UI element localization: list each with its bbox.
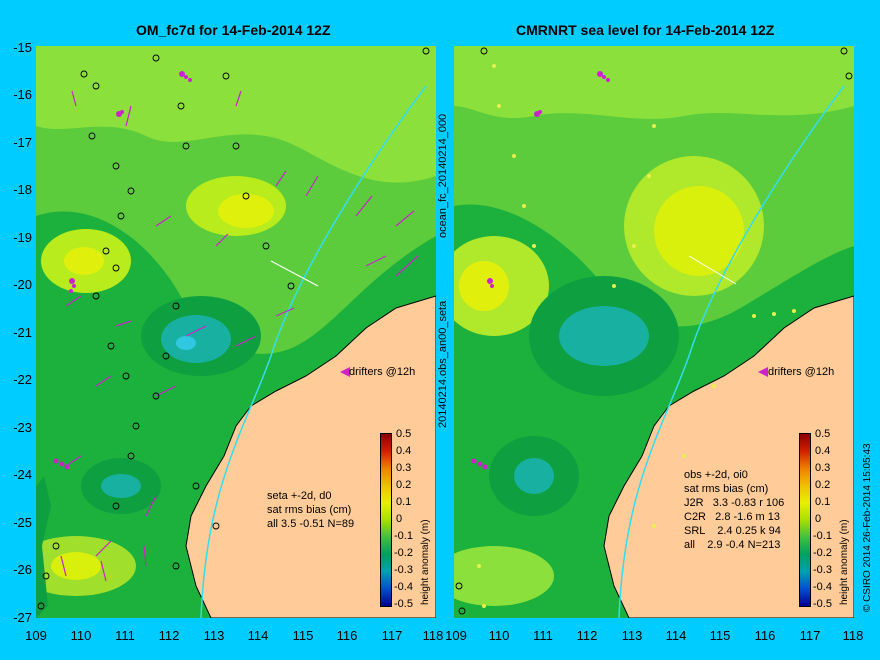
y-tick-label: -25	[13, 515, 32, 530]
right-stats-legend: obs +-2d, oi0 sat rms bias (cm) J2R 3.3 …	[684, 469, 785, 551]
x-tick-label: 111	[115, 628, 135, 643]
x-tick-label: 117	[799, 628, 821, 643]
colorbar-tick-label: 0.5	[396, 428, 412, 440]
y-tick-label: -27	[13, 610, 32, 625]
colorbar-tick-label: -0.4	[394, 581, 413, 593]
colorbar-tick-label: -0.2	[813, 547, 832, 559]
left-colorbar	[380, 433, 392, 607]
right-colorbar	[799, 433, 811, 607]
y-tick-label: -24	[13, 467, 32, 482]
y-tick-label: -16	[13, 87, 32, 102]
colorbar-tick-label: -0.1	[813, 530, 832, 542]
colorbar-tick-label: 0.2	[396, 479, 412, 491]
right-map-panel	[454, 46, 854, 618]
y-tick-label: -18	[13, 182, 32, 197]
x-tick-label: 110	[70, 628, 92, 643]
colorbar-tick-label: 0.5	[815, 428, 831, 440]
y-tick-label: -17	[13, 135, 32, 150]
left-colorbar-title: height anomaly (m)	[420, 519, 431, 605]
colorbar-tick-label: -0.1	[394, 530, 413, 542]
x-tick-label: 113	[203, 628, 225, 643]
y-tick-label: -21	[13, 325, 32, 340]
x-tick-label: 116	[754, 628, 776, 643]
colorbar-tick-label: -0.2	[394, 547, 413, 559]
obs-file-label: 20140214.obs_an00_seta	[437, 300, 449, 428]
y-tick-label: -19	[13, 230, 32, 245]
y-tick-label: -15	[13, 40, 32, 55]
right-colorbar-title: height anomaly (m)	[839, 519, 850, 605]
x-tick-label: 115	[709, 628, 731, 643]
left-panel-title: OM_fc7d for 14-Feb-2014 12Z	[136, 22, 331, 38]
copyright-label: © CSIRO 2014 26-Feb-2014 15:05:43	[862, 443, 873, 612]
y-tick-label: -26	[13, 562, 32, 577]
right-drifters-label: drifters @12h	[768, 366, 835, 378]
x-tick-label: 115	[292, 628, 314, 643]
y-tick-label: -20	[13, 277, 32, 292]
left-map	[36, 46, 436, 618]
left-stats-legend: seta +-2d, d0 sat rms bias (cm) all 3.5 …	[267, 490, 355, 530]
x-tick-label: 112	[576, 628, 598, 643]
colorbar-tick-label: -0.4	[813, 581, 832, 593]
x-tick-label: 114	[665, 628, 687, 643]
x-tick-label: 114	[247, 628, 269, 643]
x-tick-label: 112	[158, 628, 180, 643]
colorbar-tick-label: 0	[815, 513, 822, 525]
colorbar-tick-label: 0.4	[396, 445, 412, 457]
x-tick-label: 113	[621, 628, 643, 643]
right-panel-title: CMRNRT sea level for 14-Feb-2014 12Z	[516, 22, 775, 38]
x-tick-label: 118	[842, 628, 864, 643]
colorbar-tick-label: -0.5	[394, 598, 413, 610]
x-tick-label: 110	[488, 628, 510, 643]
colorbar-tick-label: 0	[396, 513, 403, 525]
x-tick-label: 111	[533, 628, 553, 643]
colorbar-tick-label: -0.5	[813, 598, 832, 610]
colorbar-tick-label: 0.1	[815, 496, 831, 508]
colorbar-tick-label: 0.4	[815, 445, 831, 457]
x-tick-label: 109	[445, 628, 467, 643]
x-tick-label: 117	[381, 628, 403, 643]
colorbar-tick-label: 0.1	[396, 496, 412, 508]
x-tick-label: 118	[422, 628, 444, 643]
colorbar-tick-label: -0.3	[813, 564, 832, 576]
colorbar-tick-label: 0.3	[396, 462, 412, 474]
left-map-panel	[36, 46, 436, 618]
left-drifters-label: drifters @12h	[349, 366, 416, 378]
right-map	[454, 46, 854, 618]
colorbar-tick-label: -0.3	[394, 564, 413, 576]
colorbar-tick-label: 0.3	[815, 462, 831, 474]
x-tick-label: 116	[336, 628, 358, 643]
x-tick-label: 109	[25, 628, 47, 643]
forecast-file-label: ocean_fc_20140214_000	[437, 113, 449, 238]
y-tick-label: -23	[13, 420, 32, 435]
colorbar-tick-label: 0.2	[815, 479, 831, 491]
y-tick-label: -22	[13, 372, 32, 387]
